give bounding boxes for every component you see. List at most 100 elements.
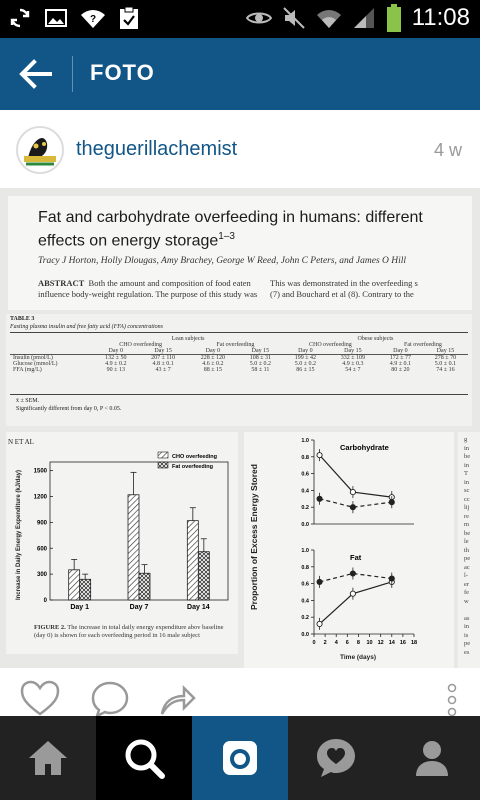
y-tick-label: 900 — [37, 520, 48, 526]
figure-3-xlabel: Time (days) — [340, 654, 377, 661]
panel-carbohydrate-label: Carbohydrate — [340, 443, 389, 452]
figure-2-caption: FIGURE 2. The increase in total daily en… — [34, 624, 234, 640]
table-cell: 228 ± 120 — [200, 355, 226, 361]
home-icon — [29, 741, 67, 775]
y-tick-label: 1.0 — [301, 548, 309, 554]
table-cell: 5.0 ± 0.1 — [434, 361, 457, 367]
x-tick-label: 0 — [312, 640, 315, 646]
side-text-line: in — [464, 461, 470, 469]
table-footnote-1: x̄ ± SEM. — [16, 398, 40, 404]
bottom-nav — [0, 716, 480, 800]
y-tick-label: 0.2 — [301, 615, 309, 621]
eye-icon — [245, 12, 272, 24]
side-text-line: es — [464, 648, 470, 656]
y-tick-label: 0.0 — [301, 522, 309, 528]
table-cell: 108 ± 31 — [249, 355, 272, 361]
app-bar-divider — [72, 56, 73, 92]
series-line-solid — [319, 581, 392, 625]
y-tick-label: 0.8 — [301, 455, 309, 461]
data-point — [316, 495, 323, 502]
y-tick-label: 0.6 — [301, 582, 309, 588]
nav-home[interactable] — [0, 716, 96, 800]
figure-3-block: Proportion of Excess Energy Stored 0.0 0.… — [244, 432, 454, 668]
x-tick-label: 10 — [366, 640, 372, 646]
avatar[interactable] — [16, 126, 64, 174]
like-heart-icon[interactable] — [20, 680, 60, 716]
y-tick-label: 0.4 — [301, 488, 310, 494]
table-row: Glucose (mmol/L) 4.9 ± 0.2 4.8 ± 0.1 4.6 ± … — [10, 361, 468, 367]
more-options-icon[interactable] — [446, 682, 458, 722]
data-point — [388, 575, 395, 582]
table-cell: 4.9 ± 0.3 — [342, 361, 364, 367]
data-table: Lean subjects Obese subjects CHO overfee… — [10, 336, 468, 373]
series-line-dashed — [319, 498, 392, 508]
side-text-line — [464, 606, 480, 615]
col-day15: Day 15 — [344, 348, 362, 354]
col-day15: Day 15 — [154, 348, 172, 354]
bar-cho — [186, 520, 199, 601]
x-category-label: Day 1 — [70, 604, 89, 611]
col-fat-lean: Fat overfeeding — [216, 342, 255, 348]
share-arrow-icon[interactable] — [158, 680, 198, 716]
side-text-line: l- — [464, 572, 468, 579]
post-photo[interactable]: Fat and carbohydrate overfeeding in huma… — [0, 188, 480, 668]
bar-fat — [138, 572, 151, 601]
table-cell: 88 ± 15 — [203, 367, 223, 373]
nav-search[interactable] — [96, 716, 192, 800]
table-row: Insulin (pmol/L) 132 ± 50 207 ± 110 228 ± 1… — [10, 355, 468, 361]
abstract-label: ABSTRACT — [38, 278, 85, 288]
data-point — [316, 620, 323, 627]
battery-icon — [386, 4, 401, 32]
x-category-label: Day 14 — [187, 604, 210, 611]
side-text-line: ac — [464, 563, 470, 571]
side-text-line: le — [464, 538, 469, 545]
news-heart-icon — [317, 739, 355, 777]
signal-icon — [353, 8, 374, 28]
side-text-line: be — [464, 453, 471, 460]
post-username[interactable]: theguerillachemist — [76, 138, 238, 160]
y-tick-label: 0 — [44, 598, 48, 604]
paper-authors: Tracy J Horton, Holly Dlougas, Amy Brach… — [38, 256, 407, 266]
figure-2-caption-text: The increase in total daily energy expen… — [34, 624, 224, 639]
data-point — [349, 590, 356, 597]
table-footnote-2: Significantly different from day 0, P < … — [16, 406, 122, 412]
status-time: 11:08 — [411, 4, 470, 31]
nav-news[interactable] — [288, 716, 384, 800]
table-cell: 172 ± 77 — [389, 355, 412, 361]
bar-cho — [127, 494, 140, 601]
col-cho-obese: CHO overfeeding — [308, 342, 352, 348]
paper-title-block: Fat and carbohydrate overfeeding in huma… — [8, 196, 472, 310]
figure-corner-text: N ET AL — [8, 438, 34, 446]
side-text-line: sc — [464, 487, 470, 494]
table-cell: 4.6 ± 0.2 — [202, 361, 224, 367]
group-obese: Obese subjects — [357, 336, 394, 342]
abstract-text-1: Both the amount and composition of food … — [88, 278, 251, 288]
abstract-text-2: influence body-weight regulation. The pu… — [38, 289, 258, 299]
side-text-line: g — [464, 436, 468, 443]
comment-bubble-icon[interactable] — [90, 680, 130, 716]
group-lean: Lean subjects — [171, 336, 205, 342]
legend-fat-label: Fat overfeeding — [172, 464, 213, 470]
nav-camera[interactable] — [192, 716, 288, 800]
side-text-line: re — [464, 512, 470, 520]
bar-fat — [79, 578, 92, 601]
nav-profile[interactable] — [384, 716, 480, 800]
y-tick-label: 0.2 — [301, 505, 309, 511]
series-line-solid — [319, 454, 392, 498]
app-bar: FOTO — [0, 38, 480, 110]
side-text-line: in — [464, 623, 470, 630]
side-text-line: w — [464, 597, 469, 605]
x-tick-label: 8 — [357, 640, 360, 646]
data-point — [349, 504, 356, 511]
y-tick-label: 300 — [37, 572, 48, 578]
col-fat-obese: Fat overfeeding — [404, 342, 442, 348]
figure-3-chart: 0.0 0.2 0.4 0.6 0.8 1.0 Carbohydrate 0.0 0.2 0.4 0… — [301, 438, 417, 646]
row-label: FFA (mg/L) — [13, 367, 42, 373]
figure-2-caption-label: FIGURE 2. — [34, 624, 66, 631]
table-cell: 90 ± 13 — [106, 367, 125, 373]
y-tick-label: 0.0 — [301, 632, 309, 638]
back-arrow-icon[interactable] — [16, 56, 56, 92]
table-cell: 5.0 ± 0.2 — [294, 361, 317, 367]
side-text-line: be — [464, 529, 471, 537]
